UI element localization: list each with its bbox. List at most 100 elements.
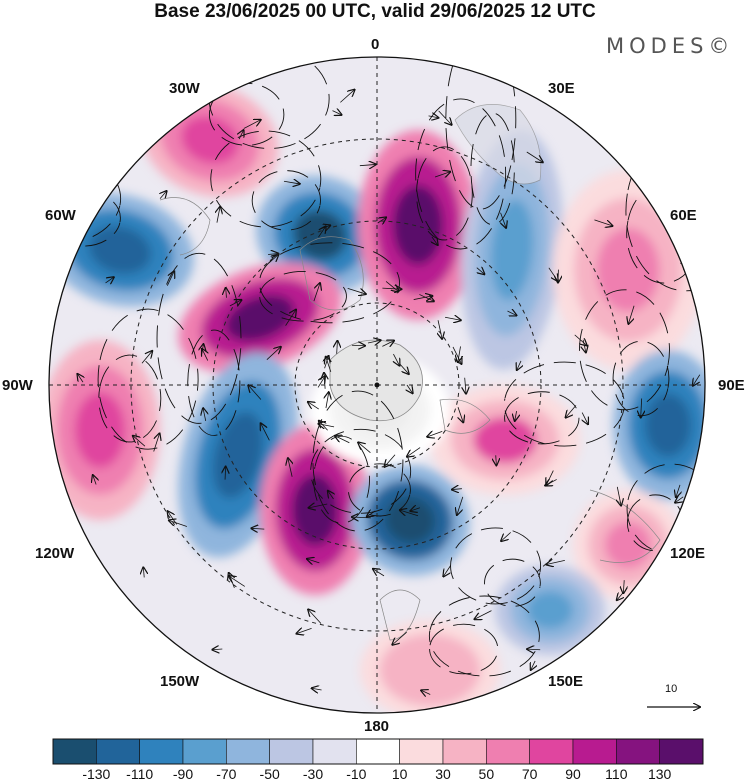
wind-vector [407, 447, 421, 457]
wind-vector [229, 576, 245, 587]
wind-vector [413, 296, 433, 300]
anomaly-contour [385, 496, 435, 544]
wind-vector [308, 609, 322, 624]
wind-vector [457, 496, 464, 515]
wind-vector [373, 569, 385, 577]
lon-label-60e: 60E [670, 207, 697, 224]
wind-vector [309, 504, 328, 508]
streamline [470, 112, 515, 226]
wind-vector [283, 181, 300, 184]
wind-vector [393, 353, 399, 366]
wind-vector [307, 559, 320, 563]
wind-vector [443, 565, 451, 577]
lon-label-120e: 120E [670, 545, 706, 562]
streamline [156, 252, 242, 424]
wind-streamlines [49, 57, 705, 694]
colorbar-bin [139, 738, 184, 765]
colorbar-bin [96, 738, 140, 765]
streamline [416, 146, 473, 241]
modes-logo: MODES© [606, 34, 735, 58]
wind-vector [326, 392, 329, 409]
wind-vector [438, 320, 442, 339]
streamline [251, 170, 321, 231]
wind-vector [676, 484, 680, 497]
streamline [209, 82, 285, 146]
wind-vector [143, 567, 144, 578]
wind-vector [566, 405, 577, 417]
wind-vector [335, 436, 350, 444]
wind-vector [693, 374, 701, 386]
colorbar-bin [486, 738, 530, 765]
streamline [259, 271, 347, 322]
wind-vector [517, 360, 521, 370]
colorbar-bin [226, 738, 270, 765]
wind-vector [407, 384, 413, 393]
streamline [626, 494, 684, 552]
lon-label-30e: 30E [548, 80, 575, 97]
wind-vector [458, 407, 463, 422]
colorbar-bin [312, 738, 357, 765]
anomaly-contour [74, 392, 126, 468]
colorbar-tick-label: 130 [648, 766, 672, 782]
lon-label-150w: 150W [160, 673, 200, 690]
wind-vector [358, 442, 371, 453]
colorbar-tick-label: -10 [346, 766, 366, 782]
wind-vector [465, 377, 466, 394]
wind-vector [318, 424, 335, 427]
wind-vector [367, 340, 381, 343]
colorbar-tick-label: 50 [479, 766, 495, 782]
wind-vector [239, 130, 243, 140]
anomaly-contour [88, 226, 152, 274]
wind-vector [501, 532, 511, 541]
colorbar-bin [529, 738, 574, 765]
lon-label-30w: 30W [169, 80, 200, 97]
wind-vector [141, 351, 152, 364]
wind-vector [367, 511, 376, 517]
wind-vector [296, 628, 312, 633]
streamline [626, 463, 705, 555]
colorbar-tick-label: -110 [126, 766, 153, 782]
lon-label-120w: 120W [35, 545, 75, 562]
chart-title: Base 23/06/2025 00 UTC, valid 29/06/2025… [154, 1, 596, 22]
lon-label-0: 0 [371, 36, 380, 53]
colorbar-tick-label: -90 [173, 766, 193, 782]
anomaly-contour [604, 521, 652, 569]
wind-vector [93, 475, 96, 485]
map-boundary [48, 56, 706, 714]
colorbar-bin [269, 738, 314, 765]
wind-vector [382, 288, 401, 289]
streamline [579, 289, 670, 411]
streamline [504, 391, 580, 445]
wind-vector [160, 191, 167, 199]
wind-vector [452, 346, 462, 364]
wind-vector [421, 690, 431, 694]
wind-vector [324, 373, 325, 389]
wind-vector [399, 364, 409, 374]
colorbar-tick-label: -70 [216, 766, 236, 782]
wind-vector [574, 334, 587, 346]
colorbar-bin [572, 738, 617, 765]
wind-vector [628, 305, 635, 324]
wind-vector [268, 255, 279, 264]
wind-vector [496, 455, 497, 465]
wind-vector [328, 491, 334, 500]
wind-vector [202, 349, 208, 361]
wind-vector [153, 433, 160, 452]
wind-vector [548, 267, 558, 281]
pole-marker [374, 382, 380, 388]
colorbar-tick-label: 110 [605, 766, 628, 782]
wind-vector [347, 287, 366, 294]
wind-vector [332, 111, 341, 115]
wind-vector [251, 528, 265, 529]
streamline [49, 189, 121, 247]
wind-vector [226, 288, 227, 298]
colorbar-tick-label: -50 [260, 766, 280, 782]
wind-vector [428, 116, 439, 118]
wind-vector [261, 423, 270, 441]
wind-vector [515, 410, 517, 421]
wind-vector [432, 236, 438, 245]
anomaly-contour [596, 228, 660, 312]
wind-vector [312, 688, 322, 690]
wind-vector [392, 631, 407, 645]
